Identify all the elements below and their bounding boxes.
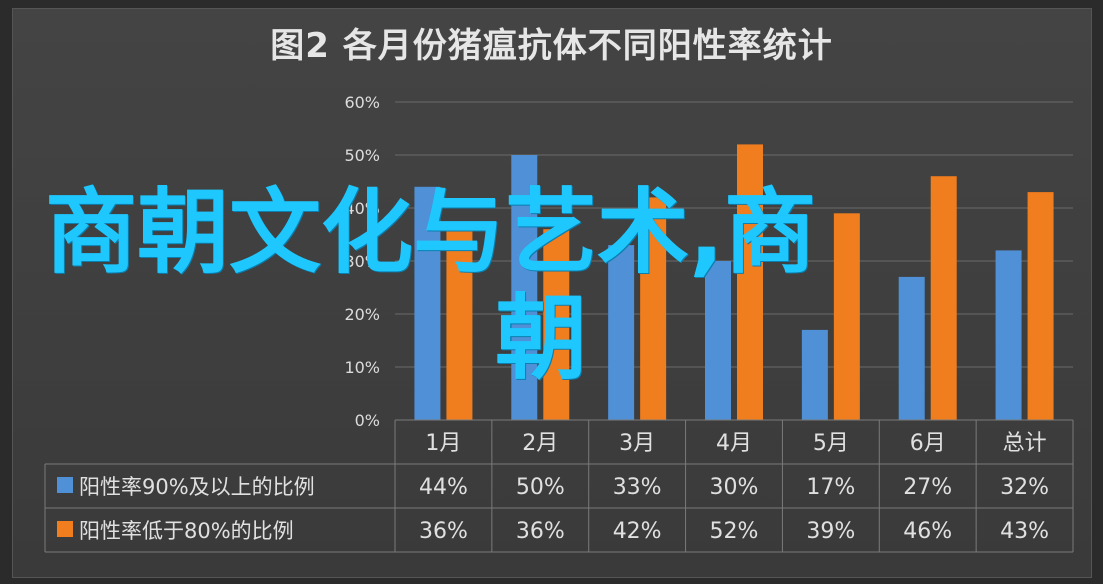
bar [608, 245, 635, 420]
y-tick-label: 20% [344, 305, 380, 324]
category-label: 2月 [522, 431, 558, 456]
y-tick-label: 60% [344, 93, 380, 112]
data-label: 46% [903, 519, 952, 544]
bar [414, 186, 441, 420]
data-label: 39% [806, 519, 855, 544]
data-label: 33% [613, 475, 662, 500]
chart-title: 图2 各月份猪瘟抗体不同阳性率统计 [270, 26, 833, 66]
legend-series-name: 阳性率低于80%的比例 [79, 519, 294, 543]
bar [737, 144, 763, 420]
category-label: 6月 [910, 431, 946, 456]
bar [833, 213, 860, 420]
bar [898, 276, 925, 420]
legend-swatch [57, 477, 73, 493]
y-tick-label: 50% [344, 146, 380, 165]
bar [705, 261, 731, 420]
data-label: 36% [419, 519, 468, 544]
data-label: 42% [613, 519, 662, 544]
data-label: 27% [903, 475, 952, 500]
category-label: 3月 [619, 431, 655, 456]
data-label: 30% [710, 475, 759, 500]
bar [543, 229, 570, 420]
data-label: 50% [516, 475, 565, 500]
bar [446, 229, 473, 420]
category-label: 4月 [716, 431, 752, 456]
watermark-overlay-text: 商朝文化与艺术,商 朝 [45, 180, 1055, 392]
overlay-line-2: 朝 [495, 284, 588, 392]
bar [995, 250, 1022, 420]
bar [511, 155, 538, 420]
bar [640, 197, 667, 420]
data-label: 32% [1000, 475, 1049, 500]
legend-series-name: 阳性率90%及以上的比例 [79, 475, 315, 499]
data-label: 44% [419, 475, 468, 500]
data-label: 43% [1000, 519, 1049, 544]
y-tick-label: 40% [344, 199, 380, 218]
data-label: 52% [710, 519, 759, 544]
y-tick-label: 30% [344, 252, 380, 271]
bar [930, 176, 957, 420]
category-label: 5月 [813, 431, 849, 456]
y-tick-label: 0% [355, 411, 380, 430]
bar [1027, 192, 1054, 420]
bar [801, 329, 828, 420]
legend-swatch [57, 521, 73, 537]
data-label: 36% [516, 519, 565, 544]
data-label: 17% [806, 475, 855, 500]
category-label: 总计 [1003, 431, 1047, 456]
y-tick-label: 10% [344, 358, 380, 377]
overlay-line-1: 商朝文化与艺术,商 [45, 179, 816, 286]
category-label: 1月 [425, 431, 461, 456]
